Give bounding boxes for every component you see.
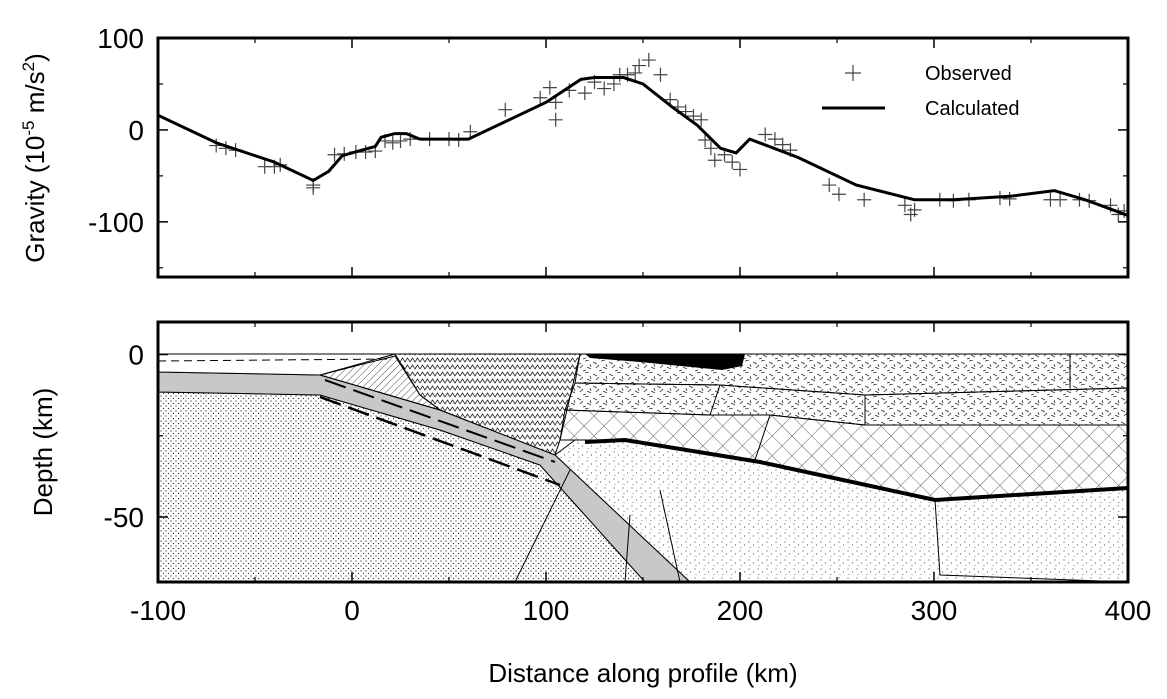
observed-point — [393, 133, 408, 148]
observed-point — [577, 86, 592, 101]
observed-point — [775, 137, 790, 152]
block-boundaries — [514, 354, 1128, 582]
x-axis-title: Distance along profile (km) — [488, 658, 797, 688]
y-tick-label: -100 — [88, 207, 144, 238]
x-tick-label: 300 — [911, 595, 958, 626]
observed-point — [1002, 191, 1017, 206]
x-tick-label: 0 — [344, 595, 360, 626]
x-tick-label: 200 — [717, 595, 764, 626]
observed-point — [831, 187, 846, 202]
legend-label: Observed — [925, 63, 1012, 85]
observed-point — [653, 67, 668, 82]
observed-point — [463, 124, 478, 139]
y-label-part: m/s — [20, 71, 50, 120]
observed-point — [703, 141, 718, 156]
y-tick-label: 0 — [128, 340, 144, 371]
observed-point — [628, 65, 643, 80]
observed-point — [897, 198, 912, 213]
observed-point — [632, 58, 647, 73]
basin-body — [585, 354, 745, 370]
frame — [156, 36, 1130, 279]
observed-point — [548, 112, 563, 127]
x-tick-label: 100 — [523, 595, 570, 626]
observed-point — [306, 180, 321, 195]
observed-point — [1053, 192, 1068, 207]
observed-point — [857, 192, 872, 207]
observed-point — [358, 144, 373, 159]
x-tick-label: -100 — [130, 595, 186, 626]
observed-point — [907, 202, 922, 217]
observed-point — [641, 53, 656, 68]
y-tick-label: -50 — [104, 502, 144, 533]
observed-point — [597, 81, 612, 96]
observed-point — [542, 80, 557, 95]
observed-point — [385, 135, 400, 150]
y-label-part: ) — [20, 53, 50, 62]
slab-dashed — [324, 379, 556, 463]
observed-point — [327, 147, 342, 162]
x-tick-label: 400 — [1105, 595, 1152, 626]
observed-point — [533, 90, 548, 105]
observed-point — [758, 127, 773, 142]
observed-point — [698, 133, 713, 148]
observed-point — [767, 132, 782, 147]
y-label-sup: 2 — [19, 62, 38, 71]
y-tick-label: 100 — [97, 23, 144, 54]
observed-point — [725, 155, 740, 170]
observed-point — [733, 162, 747, 177]
sediment — [158, 353, 396, 376]
observed-point — [606, 76, 621, 91]
y-tick-label: 0 — [128, 115, 144, 146]
y-axis-title: Gravity (10-5 m/s2) — [19, 53, 50, 263]
frame — [156, 320, 1130, 584]
axes: 100 0 -100 -100 0 100 200 300 400 0 -50 Observed Cal… — [88, 23, 1151, 626]
plot-area — [158, 53, 1128, 222]
calculated-line — [158, 76, 1128, 217]
moho — [584, 437, 1128, 503]
observed-point — [498, 102, 513, 117]
observed-point — [707, 153, 722, 168]
observed-point — [822, 178, 837, 193]
cross-section — [158, 322, 1128, 582]
slab-dashed — [319, 395, 561, 487]
y-label-part: Gravity (10 — [20, 136, 50, 263]
observed-point — [694, 112, 709, 127]
y-axis-title: Depth (km) — [28, 388, 58, 517]
legend-marker — [845, 65, 861, 81]
y-label-sup: -5 — [19, 120, 38, 135]
legend-label: Calculated — [925, 98, 1020, 120]
